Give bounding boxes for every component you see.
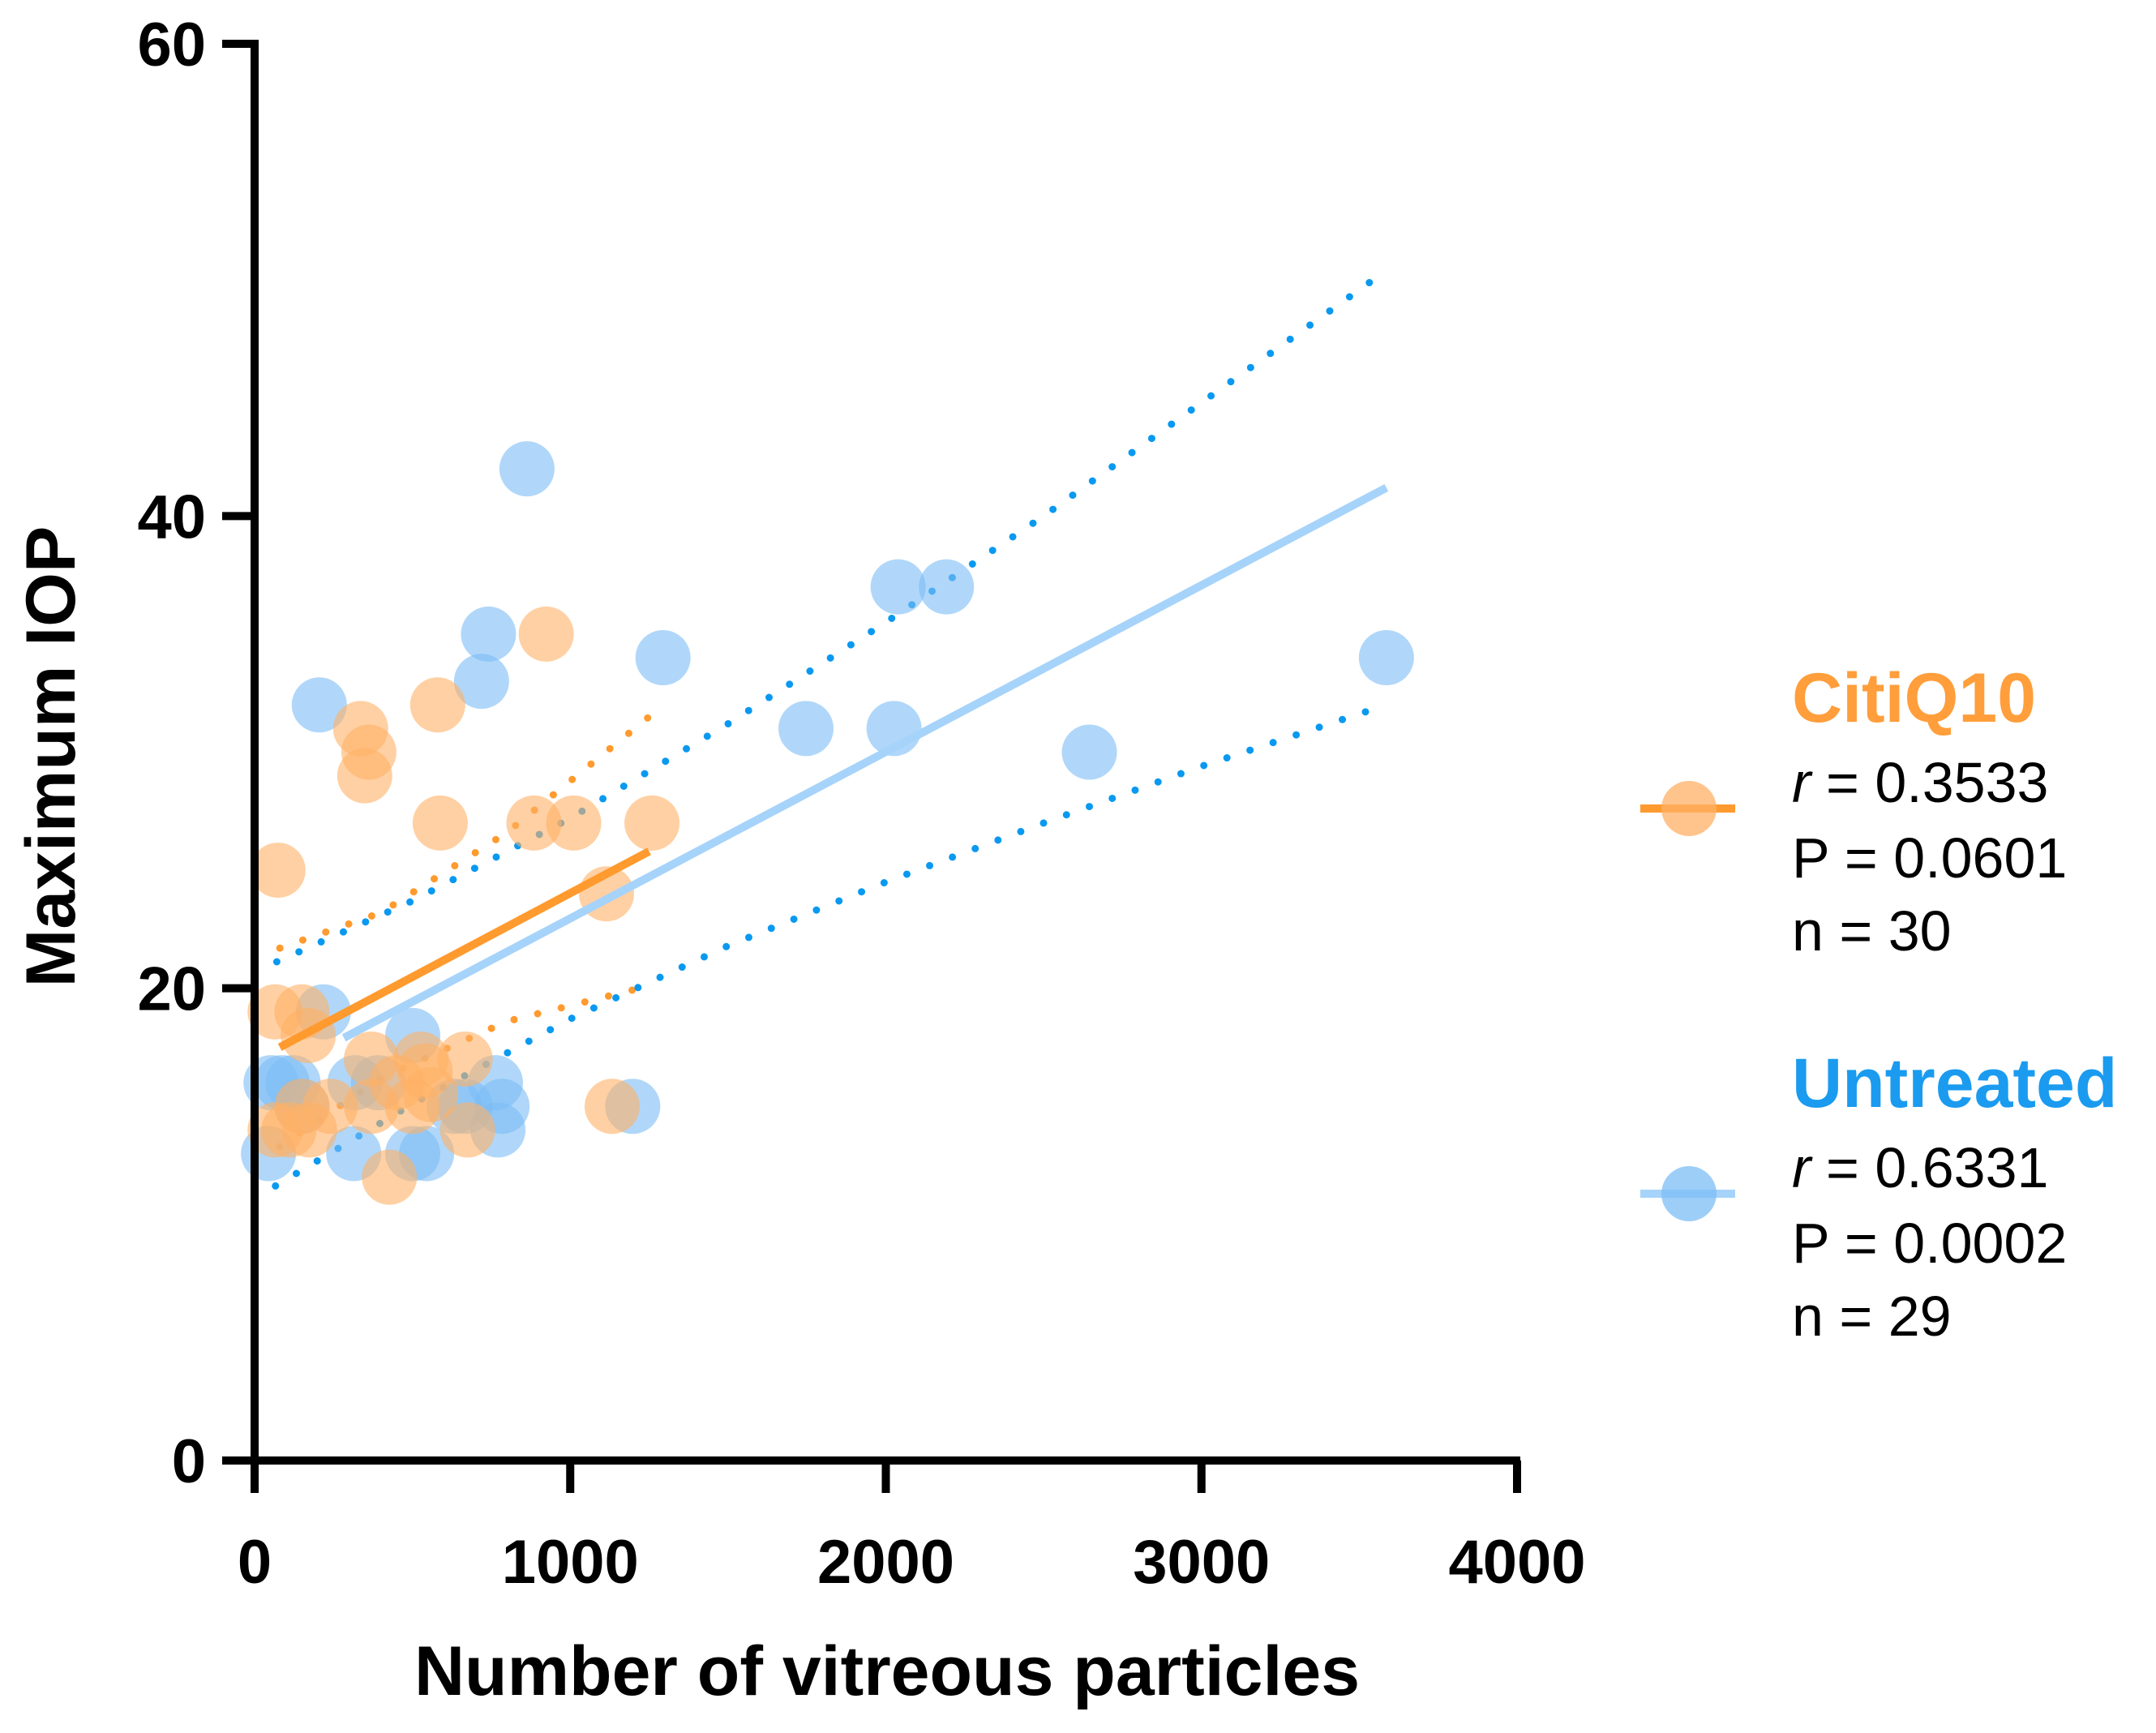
y-tick-label: 40 bbox=[137, 483, 206, 551]
legend-marker-untreated bbox=[1661, 1166, 1717, 1221]
legend-p-value-untreated: P = 0.0002 bbox=[1792, 1212, 2067, 1275]
data-point-untreated bbox=[778, 701, 834, 757]
data-point-untreated bbox=[1061, 724, 1117, 780]
data-point-citiq10 bbox=[250, 843, 306, 899]
x-tick-label: 0 bbox=[238, 1528, 272, 1597]
data-point-untreated bbox=[499, 441, 555, 497]
data-point-citiq10 bbox=[362, 1149, 418, 1205]
regression-line-untreated bbox=[341, 483, 1389, 1042]
data-point-citiq10 bbox=[247, 1102, 303, 1158]
data-point-citiq10 bbox=[302, 1079, 358, 1135]
x-axis-title: Number of vitreous particles bbox=[414, 1632, 1360, 1710]
regression-line-citiq10 bbox=[277, 847, 651, 1051]
x-tick-label: 2000 bbox=[817, 1528, 954, 1597]
axes: 0 1000 2000 3000 4000 0 20 40 60 bbox=[137, 11, 1585, 1597]
data-point-citiq10 bbox=[439, 1102, 495, 1158]
data-point-untreated bbox=[635, 630, 691, 686]
legend-title-untreated: Untreated bbox=[1792, 1045, 2117, 1122]
legend-r-value-citiq10: = 0.3533 bbox=[1826, 751, 2048, 814]
data-point-untreated bbox=[1358, 630, 1414, 686]
x-tick-label: 4000 bbox=[1448, 1528, 1585, 1597]
data-points bbox=[241, 441, 1414, 1205]
legend-p-value-citiq10: P = 0.0601 bbox=[1792, 826, 2067, 890]
data-point-untreated bbox=[919, 559, 975, 615]
data-point-untreated bbox=[461, 606, 516, 662]
x-tick-label: 3000 bbox=[1133, 1528, 1270, 1597]
data-point-citiq10 bbox=[585, 1079, 641, 1135]
legend-r-label-untreated: r bbox=[1792, 1136, 1813, 1199]
y-tick-label: 20 bbox=[137, 955, 206, 1024]
legend-r-label-citiq10: r bbox=[1792, 751, 1813, 814]
legend-r-value-untreated: = 0.6331 bbox=[1826, 1136, 2048, 1199]
y-tick-label: 60 bbox=[137, 11, 206, 79]
y-axis-title: Maximum IOP bbox=[12, 526, 90, 988]
data-point-citiq10 bbox=[412, 795, 468, 851]
data-point-untreated bbox=[870, 559, 926, 615]
x-tick-label: 1000 bbox=[502, 1528, 639, 1597]
ci-upper-untreated bbox=[251, 267, 1391, 976]
legend-marker-citiq10 bbox=[1661, 781, 1717, 836]
y-tick-label: 0 bbox=[172, 1427, 206, 1496]
data-point-citiq10 bbox=[624, 795, 680, 851]
regression-lines bbox=[277, 483, 1389, 1051]
legend-title-citiq10: CitiQ10 bbox=[1792, 659, 2036, 737]
data-point-citiq10 bbox=[546, 795, 602, 851]
data-point-citiq10 bbox=[409, 677, 465, 733]
data-point-citiq10 bbox=[506, 795, 562, 851]
data-point-untreated bbox=[291, 677, 347, 733]
data-point-citiq10 bbox=[384, 1079, 440, 1135]
legend-n-value-untreated: n = 29 bbox=[1792, 1285, 1952, 1348]
data-point-citiq10 bbox=[518, 606, 574, 662]
data-point-citiq10 bbox=[336, 748, 392, 804]
legend-n-value-citiq10: n = 30 bbox=[1792, 899, 1952, 963]
data-point-untreated bbox=[453, 654, 509, 710]
